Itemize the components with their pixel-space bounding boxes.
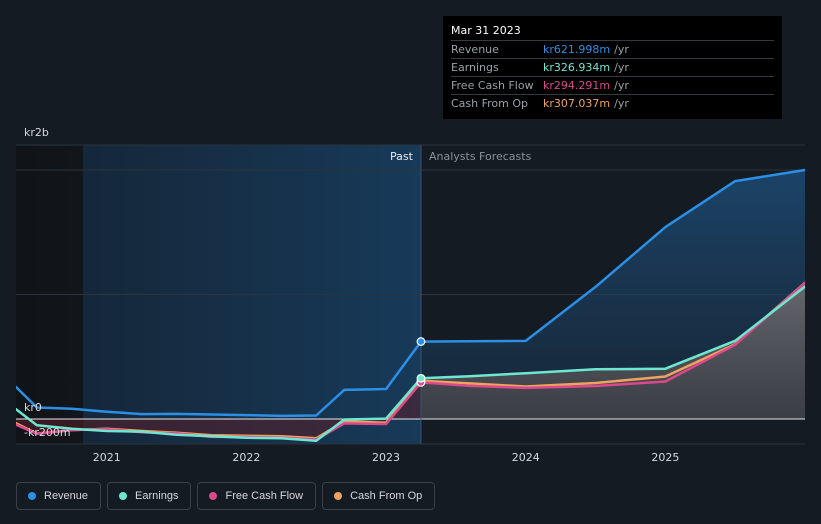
legend-item-free-cash-flow[interactable]: Free Cash Flow bbox=[197, 482, 317, 510]
legend-label: Earnings bbox=[135, 490, 179, 502]
tooltip-row-free-cash-flow: Free Cash Flow kr294.291m /yr bbox=[451, 76, 774, 94]
tooltip-value: kr307.037m bbox=[543, 97, 611, 110]
x-axis-label: 2024 bbox=[512, 451, 540, 464]
tooltip-value: kr294.291m bbox=[543, 79, 611, 92]
revenue-marker bbox=[416, 337, 426, 346]
tooltip-label: Earnings bbox=[451, 61, 499, 74]
tooltip-value: kr621.998m bbox=[543, 43, 611, 56]
earnings-line bbox=[16, 285, 805, 442]
legend: Revenue Earnings Free Cash Flow Cash Fro… bbox=[16, 482, 436, 510]
x-axis-label: 2025 bbox=[651, 451, 679, 464]
tooltip: Mar 31 2023 Revenue kr621.998m /yr Earni… bbox=[443, 16, 782, 119]
legend-label: Cash From Op bbox=[350, 490, 423, 502]
legend-dot-icon bbox=[28, 492, 36, 500]
forecast-label: Analysts Forecasts bbox=[429, 150, 532, 163]
earnings-marker bbox=[416, 373, 426, 383]
tooltip-unit: /yr bbox=[614, 79, 629, 92]
revenue-forecast-area bbox=[421, 170, 805, 379]
tooltip-unit: /yr bbox=[614, 61, 629, 74]
negative-area bbox=[16, 382, 421, 440]
tooltip-label: Free Cash Flow bbox=[451, 79, 534, 92]
y-axis-label: -kr200m bbox=[24, 426, 71, 439]
x-axis-label: 2022 bbox=[232, 451, 260, 464]
legend-dot-icon bbox=[334, 492, 343, 500]
tooltip-date: Mar 31 2023 bbox=[451, 24, 521, 37]
legend-dot-icon bbox=[209, 492, 218, 500]
revenue-line bbox=[16, 168, 805, 418]
tooltip-label: Cash From Op bbox=[451, 97, 529, 110]
legend-item-earnings[interactable]: Earnings bbox=[107, 482, 192, 510]
legend-item-revenue[interactable]: Revenue bbox=[16, 482, 102, 510]
tooltip-row-cash-from-op: Cash From Op kr307.037m /yr bbox=[451, 94, 774, 112]
x-axis-label: 2021 bbox=[93, 451, 121, 464]
legend-label: Revenue bbox=[44, 490, 89, 502]
y-axis-label: kr0 bbox=[24, 401, 42, 414]
tooltip-unit: /yr bbox=[614, 97, 629, 110]
x-axis-label: 2023 bbox=[372, 451, 400, 464]
tooltip-row-earnings: Earnings kr326.934m /yr bbox=[451, 58, 774, 76]
tooltip-row-revenue: Revenue kr621.998m /yr bbox=[451, 40, 774, 58]
past-label: Past bbox=[390, 150, 414, 163]
legend-item-cash-from-op[interactable]: Cash From Op bbox=[322, 482, 436, 510]
tooltip-unit: /yr bbox=[614, 43, 629, 56]
legend-label: Free Cash Flow bbox=[225, 490, 304, 502]
legend-dot-icon bbox=[119, 492, 128, 500]
tooltip-value: kr326.934m bbox=[543, 61, 611, 74]
y-axis-label: kr2b bbox=[24, 126, 49, 139]
tooltip-label: Revenue bbox=[451, 43, 499, 56]
